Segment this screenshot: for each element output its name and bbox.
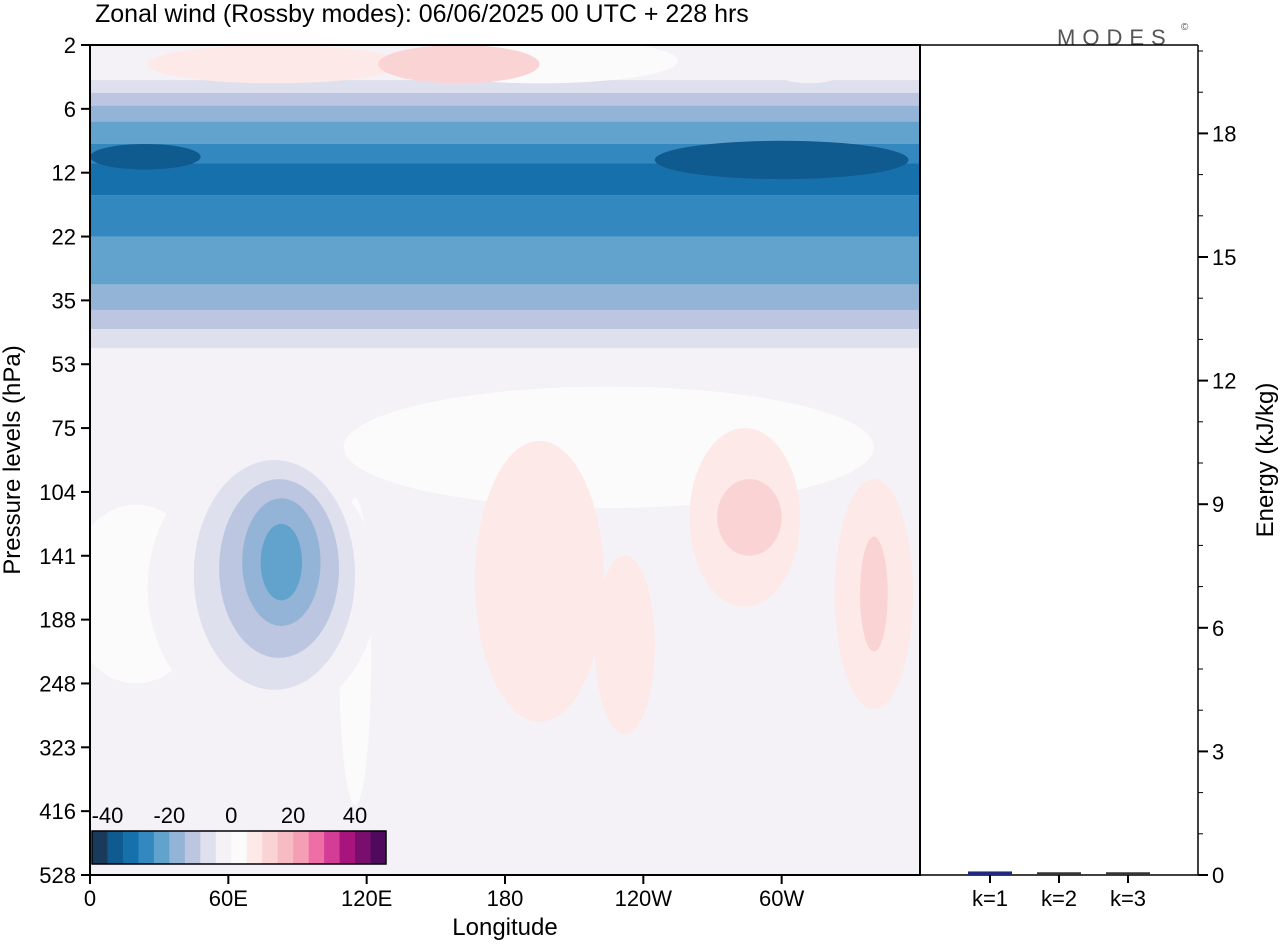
colorbar-swatch-15 bbox=[324, 831, 341, 864]
wind-anomaly-5 bbox=[654, 140, 909, 180]
energy-cat-label-1: k=2 bbox=[1041, 886, 1077, 911]
y-tick-label-9: 188 bbox=[39, 608, 76, 633]
colorbar-swatch-13 bbox=[293, 831, 310, 864]
wind-band-12 bbox=[90, 348, 920, 371]
wind-anomaly-22 bbox=[343, 804, 644, 875]
colorbar-swatch-10 bbox=[246, 831, 263, 864]
wind-band-8 bbox=[90, 236, 920, 285]
wind-anomaly-19 bbox=[860, 536, 888, 652]
x-axis-label: Longitude bbox=[452, 914, 557, 941]
y-tick-label-7: 104 bbox=[39, 480, 76, 505]
y-tick-label-2: 12 bbox=[52, 161, 76, 186]
y-tick-label-12: 416 bbox=[39, 799, 76, 824]
energy-bar-k=1 bbox=[968, 871, 1012, 875]
wind-anomaly-21 bbox=[788, 645, 854, 875]
y-tick-label-10: 248 bbox=[39, 671, 76, 696]
energy-bar-panel: 0 3 6 9 12 15 18 k=1 k=2 k=3 bbox=[920, 44, 1236, 911]
x-tick-label-3: 180 bbox=[487, 886, 524, 911]
y-tick-label-8: 141 bbox=[39, 544, 76, 569]
colorbar-swatch-3 bbox=[138, 831, 155, 864]
wind-band-11 bbox=[90, 329, 920, 349]
wind-band-10 bbox=[90, 309, 920, 330]
chart-title: Zonal wind (Rossby modes): 06/06/2025 00… bbox=[95, 0, 749, 28]
colorbar-label-0: -40 bbox=[92, 803, 124, 828]
colorbar-swatch-8 bbox=[215, 831, 232, 864]
wind-anomaly-15 bbox=[594, 555, 655, 735]
energy-bar-k=2 bbox=[1037, 872, 1081, 875]
colorbar-swatch-14 bbox=[308, 831, 325, 864]
colorbar-swatch-9 bbox=[231, 831, 248, 864]
y-tick-label-11: 323 bbox=[39, 735, 76, 760]
colorbar-label-4: 40 bbox=[343, 803, 367, 828]
energy-tick-label-1: 3 bbox=[1212, 739, 1224, 764]
y-tick-label-4: 35 bbox=[52, 288, 76, 313]
y-tick-label-3: 22 bbox=[52, 225, 76, 250]
colorbar-swatch-1 bbox=[107, 831, 124, 864]
energy-bar-k=3 bbox=[1106, 872, 1150, 875]
colorbar-swatch-16 bbox=[339, 831, 356, 864]
energy-tick-label-6: 18 bbox=[1212, 121, 1236, 146]
wind-band-3 bbox=[90, 105, 920, 122]
colorbar-swatch-12 bbox=[277, 831, 294, 864]
wind-anomaly-20 bbox=[449, 568, 469, 709]
y-axis-label: Pressure levels (hPa) bbox=[0, 345, 26, 574]
colorbar-swatch-6 bbox=[184, 831, 201, 864]
colorbar-swatch-11 bbox=[262, 831, 279, 864]
y-tick-label-1: 6 bbox=[64, 97, 76, 122]
x-tick-label-5: 60W bbox=[759, 886, 804, 911]
x-tick-label-2: 120E bbox=[341, 886, 392, 911]
colorbar-label-2: 0 bbox=[225, 803, 237, 828]
colorbar-swatch-0 bbox=[92, 831, 108, 864]
energy-tick-label-2: 6 bbox=[1212, 616, 1224, 641]
wind-band-4 bbox=[90, 121, 920, 144]
wind-anomaly-17 bbox=[717, 479, 782, 556]
wind-anomaly-2 bbox=[378, 45, 540, 84]
heatmap-axes: 0 60E 120E 180 120W 60W 2 6 12 22 35 53 75 104 141 188 2… bbox=[39, 33, 804, 911]
wind-band-9 bbox=[90, 284, 920, 310]
x-tick-label-1: 60E bbox=[209, 886, 248, 911]
modes-logo-text: MODES bbox=[1057, 25, 1173, 50]
y-tick-label-13: 528 bbox=[39, 863, 76, 888]
colorbar-frame bbox=[91, 830, 387, 865]
colorbar: -40 -20 0 20 40 bbox=[91, 803, 387, 865]
wind-band-2 bbox=[90, 92, 920, 106]
energy-tick-label-0: 0 bbox=[1212, 863, 1224, 888]
wind-anomaly-1 bbox=[147, 45, 402, 84]
energy-axis-label: Energy (kJ/kg) bbox=[1252, 383, 1279, 538]
colorbar-swatch-5 bbox=[169, 831, 186, 864]
wind-anomaly-14 bbox=[475, 440, 605, 722]
wind-band-1 bbox=[90, 80, 920, 93]
x-tick-label-0: 0 bbox=[84, 886, 96, 911]
colorbar-swatch-17 bbox=[355, 831, 372, 864]
y-tick-label-6: 75 bbox=[52, 416, 76, 441]
energy-cat-label-2: k=3 bbox=[1110, 886, 1146, 911]
x-tick-label-4: 120W bbox=[615, 886, 673, 911]
zonal-wind-heatmap bbox=[90, 45, 920, 875]
energy-tick-label-4: 12 bbox=[1212, 369, 1236, 394]
wind-anomaly-13 bbox=[260, 523, 303, 601]
y-tick-label-0: 2 bbox=[64, 33, 76, 58]
copyright-mark: © bbox=[1181, 22, 1189, 33]
colorbar-swatch-7 bbox=[200, 831, 217, 864]
colorbar-label-1: -20 bbox=[153, 803, 185, 828]
wind-anomaly-4 bbox=[90, 143, 201, 170]
wind-anomaly-3 bbox=[774, 57, 844, 84]
energy-tick-label-5: 15 bbox=[1212, 245, 1236, 270]
y-tick-label-5: 53 bbox=[52, 352, 76, 377]
wind-band-7 bbox=[90, 195, 920, 237]
colorbar-swatch-4 bbox=[153, 831, 170, 864]
colorbar-label-3: 20 bbox=[281, 803, 305, 828]
colorbar-swatch-2 bbox=[122, 831, 139, 864]
energy-cat-label-0: k=1 bbox=[972, 886, 1008, 911]
colorbar-swatch-18 bbox=[370, 831, 387, 864]
energy-tick-label-3: 9 bbox=[1212, 492, 1224, 517]
